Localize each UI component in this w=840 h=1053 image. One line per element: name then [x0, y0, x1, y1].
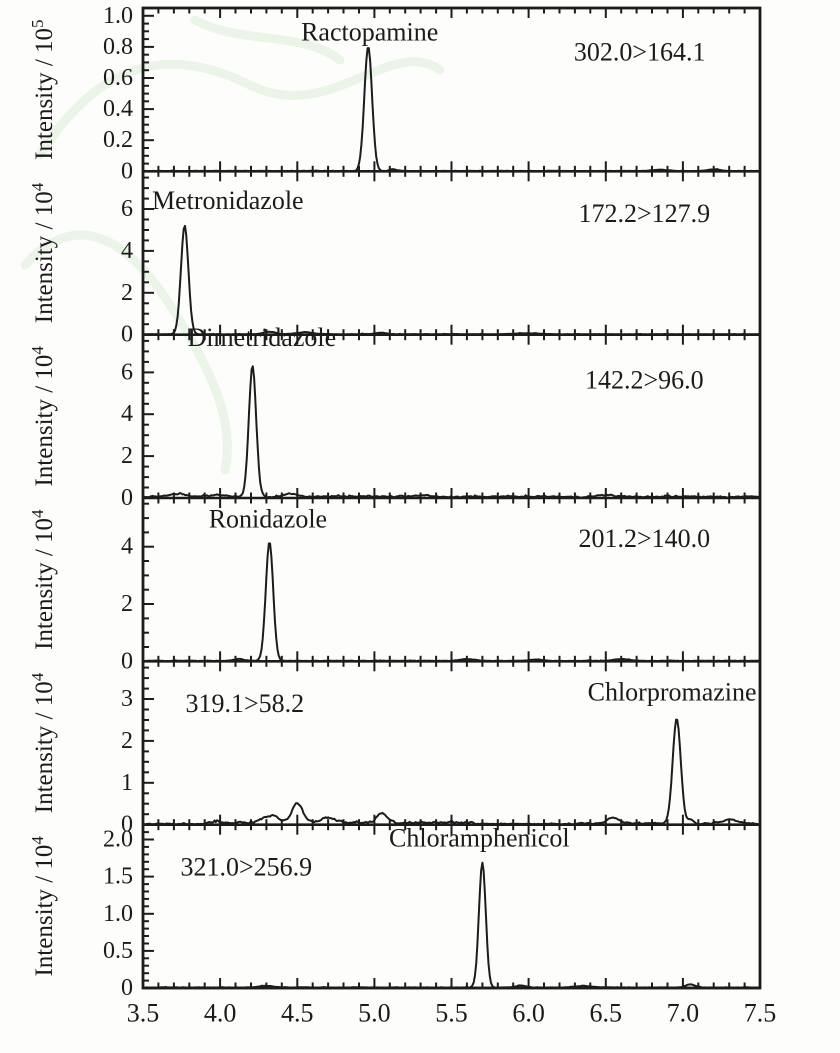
y-tick-label: 1.0 [103, 3, 133, 29]
y-tick-label: 0 [121, 648, 133, 674]
y-tick-label: 0.4 [103, 96, 133, 122]
compound-label: Metronidazole [152, 186, 304, 215]
x-tick-label: 4.0 [204, 999, 237, 1028]
y-axis-title: Intensity / 104 [28, 182, 58, 323]
y-tick-label: 2.0 [103, 827, 133, 853]
y-tick-label: 1.0 [103, 901, 133, 927]
compound-label: Chloramphenicol [389, 824, 570, 853]
transition-label: 142.2>96.0 [585, 366, 704, 395]
panel-chlorpromazine: 0 1 2 3 Intensity / 104 Chlorpromazine 319.1>5… [28, 661, 761, 838]
y-axis-title: Intensity / 104 [28, 672, 58, 813]
x-tick-label: 7.5 [744, 999, 777, 1028]
y-tick-label: 0 [121, 322, 133, 348]
chromatogram-trace [142, 224, 761, 336]
watermark-stroke [35, 57, 445, 160]
transition-label: 321.0>256.9 [180, 852, 312, 881]
y-tick-label: 0.6 [103, 65, 133, 91]
y-tick-label: 2 [121, 591, 133, 617]
y-axis-title: Intensity / 105 [28, 19, 58, 159]
compound-label: Ronidazole [209, 504, 327, 533]
panel-ractopamine: 0 0.2 0.4 0.6 0.8 1.0 Intensity / 105 Ractopami… [28, 3, 761, 184]
transition-label: 302.0>164.1 [574, 37, 706, 66]
y-tick-label: 6 [121, 359, 133, 385]
y-axis-title-base: Intensity / 10 [31, 355, 58, 487]
y-tick-label: 4 [121, 534, 133, 560]
y-tick-label: 0.2 [103, 127, 133, 153]
y-tick-label: 3 [121, 686, 133, 712]
y-axis-title-exponent: 4 [28, 509, 47, 518]
y-axis-title-exponent: 4 [28, 182, 47, 191]
y-axis-title-base: Intensity / 10 [31, 518, 58, 650]
watermark-stroke [190, 15, 345, 65]
y-axis-title: Intensity / 104 [28, 346, 58, 487]
chromatogram-trace [142, 542, 761, 663]
y-tick-label: 0 [121, 812, 133, 838]
x-tick-label: 3.5 [127, 999, 160, 1028]
x-tick-label: 4.5 [281, 999, 314, 1028]
x-tick-label: 7.0 [667, 999, 700, 1028]
y-axis-title-base: Intensity / 10 [31, 191, 58, 323]
x-tick-label: 5.5 [435, 999, 468, 1028]
y-tick-label: 0.8 [103, 34, 133, 60]
y-tick-label: 4 [121, 238, 133, 264]
y-axis-title-exponent: 4 [28, 672, 47, 681]
y-tick-label: 1 [121, 770, 133, 796]
y-axis-title: Intensity / 104 [28, 836, 58, 977]
panel-chloramphenicol: 0 0.5 1.0 1.5 2.0 Intensity / 104 Chlorampheni… [28, 823, 761, 1001]
y-tick-label: 0 [121, 485, 133, 511]
scan-watermark [20, 15, 445, 475]
y-axis-title-base: Intensity / 10 [31, 681, 58, 813]
chromatogram-trace [142, 861, 761, 989]
transition-label: 201.2>140.0 [578, 524, 710, 553]
chromatogram-trace [142, 47, 761, 173]
chromatogram-trace [142, 718, 761, 826]
y-tick-label: 6 [121, 196, 133, 222]
y-axis-title-base: Intensity / 10 [31, 845, 58, 977]
watermark-stroke [20, 230, 232, 475]
y-axis-title-base: Intensity / 10 [31, 28, 58, 160]
y-tick-label: 1.5 [103, 864, 133, 890]
y-tick-label: 0.5 [103, 938, 133, 964]
y-axis-title-exponent: 5 [28, 19, 47, 28]
plot-frame [141, 6, 762, 990]
y-tick-label: 0 [121, 975, 133, 1001]
compound-label: Chlorpromazine [588, 678, 757, 707]
x-tick-label: 5.0 [358, 999, 391, 1028]
compound-label: Ractopamine [301, 18, 438, 47]
compound-label: Dimetridazole [187, 323, 336, 352]
x-axis-labels: 3.5 4.0 4.5 5.0 5.5 6.0 6.5 7.0 7.5 [127, 999, 777, 1028]
y-tick-label: 2 [121, 728, 133, 754]
x-tick-label: 6.0 [512, 999, 545, 1028]
y-axis-title-exponent: 4 [28, 346, 47, 355]
y-tick-label: 2 [121, 443, 133, 469]
x-tick-label: 6.5 [590, 999, 623, 1028]
chromatogram-trace [142, 365, 761, 499]
transition-label: 319.1>58.2 [185, 689, 304, 718]
y-tick-label: 2 [121, 280, 133, 306]
transition-label: 172.2>127.9 [578, 199, 710, 228]
y-tick-label: 4 [121, 401, 133, 427]
y-axis-title-exponent: 4 [28, 836, 47, 845]
y-axis-title: Intensity / 104 [28, 509, 58, 650]
y-tick-label: 0 [121, 158, 133, 184]
